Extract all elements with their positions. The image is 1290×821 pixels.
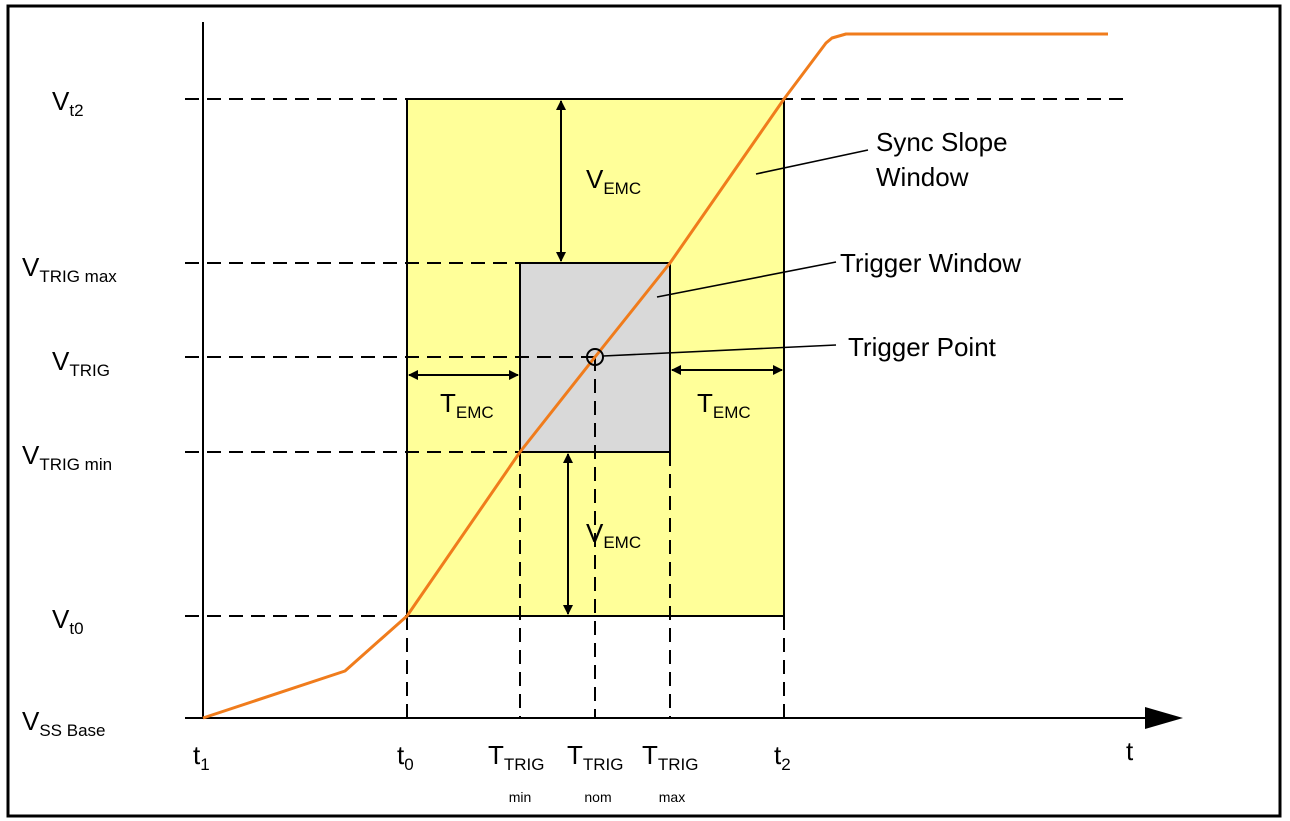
label-t2: t2 xyxy=(774,740,791,774)
label-vss-base: VSS Base xyxy=(22,706,106,740)
label-sync-slope-window-line2: Window xyxy=(876,162,969,192)
trigger-window-leader xyxy=(656,261,837,298)
label-ttrig-min: TTRIG xyxy=(488,740,545,774)
x-axis-arrowhead xyxy=(1145,707,1183,729)
label-vt2: Vt2 xyxy=(52,86,84,120)
signal-curve xyxy=(202,32,1108,720)
label-vtrig-max: VTRIG max xyxy=(22,252,117,286)
label-vt0: Vt0 xyxy=(52,604,84,638)
label-ttrig-nom: TTRIG xyxy=(567,740,624,774)
label-t0: t0 xyxy=(397,740,414,774)
label-vemc-lower: VEMC xyxy=(586,518,641,552)
label-ttrig-max: TTRIG xyxy=(642,740,699,774)
label-trigger-point: Trigger Point xyxy=(848,332,997,362)
label-temc-right: TEMC xyxy=(697,388,751,422)
sync-slope-leader xyxy=(755,149,869,175)
sync-slope-window xyxy=(406,98,785,617)
label-ttrig-max-qualifier: max xyxy=(659,789,685,805)
label-vtrig: VTRIG xyxy=(52,346,110,380)
label-t1: t1 xyxy=(193,740,210,774)
trigger-point-leader xyxy=(602,344,837,357)
label-trigger-window: Trigger Window xyxy=(840,248,1021,278)
label-sync-slope-window-line1: Sync Slope xyxy=(876,127,1008,157)
label-temc-left: TEMC xyxy=(440,388,494,422)
label-t-axis: t xyxy=(1126,736,1134,766)
diagram-frame xyxy=(6,4,1282,818)
label-ttrig-min-qualifier: min xyxy=(509,789,532,805)
label-vtrig-min: VTRIG min xyxy=(22,440,112,474)
label-vemc-upper: VEMC xyxy=(586,164,641,198)
trigger-point-marker xyxy=(586,348,604,366)
label-ttrig-nom-qualifier: nom xyxy=(584,789,611,805)
